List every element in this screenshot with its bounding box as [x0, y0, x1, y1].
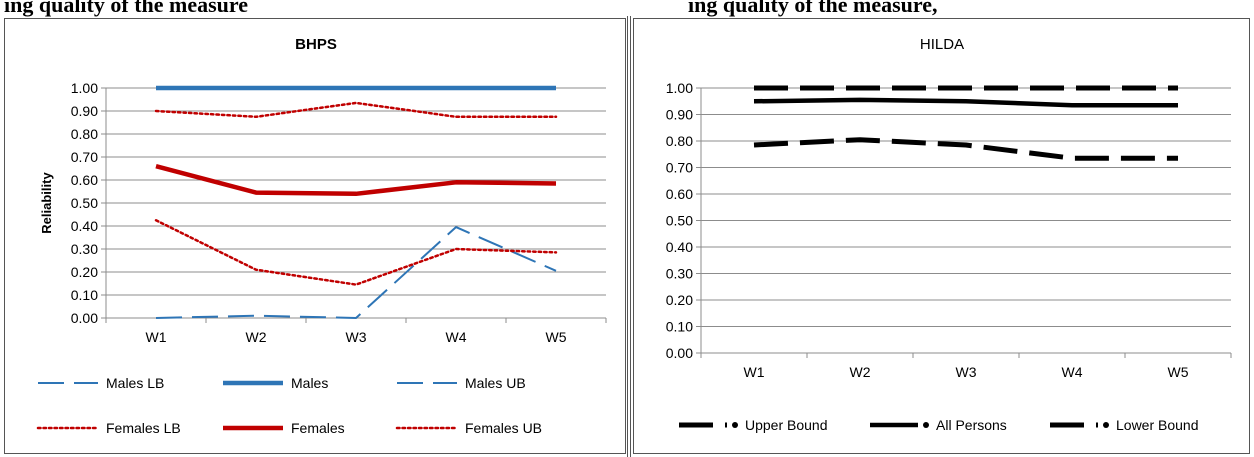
- bhps-y-tick-label: 0.10: [71, 287, 98, 303]
- bhps-series-females-ub: [154, 101, 558, 119]
- bhps-y-axis-label: Reliability: [39, 172, 54, 234]
- bhps-x-tick-label: W4: [446, 329, 467, 345]
- hilda-legend-label-upper-bound: Upper Bound: [745, 417, 828, 433]
- hilda-x-tick-label: W5: [1168, 364, 1189, 380]
- hilda-y-tick-label: 0.40: [666, 239, 693, 255]
- hilda-y-tick-label: 0.90: [666, 107, 693, 123]
- hilda-y-tick-label: 0.60: [666, 186, 693, 202]
- bhps-legend-label-males-lb: Males LB: [106, 375, 164, 391]
- bhps-legend-label-females-ub: Females UB: [465, 420, 542, 436]
- hilda-x-tick-label: W1: [744, 364, 765, 380]
- bhps-y-tick-label: 0.50: [71, 195, 98, 211]
- bhps-legend-label-males-ub: Males UB: [465, 375, 526, 391]
- hilda-legend-label-lower-bound: Lower Bound: [1116, 417, 1199, 433]
- bhps-series-females: [155, 164, 557, 197]
- bhps-chart: BHPS 0.00 0.10 0.20 0.30 0.40 0.50 0.60 0.70 0.80…: [36, 36, 607, 436]
- hilda-x-tick-label: W2: [850, 364, 871, 380]
- bhps-y-tick-label: 0.40: [71, 218, 98, 234]
- hilda-chart-panel: HILDA 0.00 0.10 0.20 0.30 0.40 0.50 0.60 0.70 0.8…: [633, 18, 1250, 454]
- hilda-legend-dot-upper-bound: [732, 422, 738, 428]
- bhps-y-tick-label: 1.00: [71, 80, 98, 96]
- bhps-y-tick-label: 0.00: [71, 310, 98, 326]
- bhps-legend-label-males: Males: [291, 375, 328, 391]
- hilda-chart-title: HILDA: [920, 36, 964, 53]
- hilda-y-tick-label: 0.20: [666, 292, 693, 308]
- panel-divider: [627, 16, 631, 457]
- hilda-y-tick-label: 0.30: [666, 266, 693, 282]
- bhps-chart-title: BHPS: [295, 36, 337, 53]
- bhps-y-tick-label: 0.20: [71, 264, 98, 280]
- hilda-y-tick-label: 0.80: [666, 133, 693, 149]
- bhps-series-females-lb: [154, 219, 558, 286]
- hilda-legend-dot-lower-bound: [1103, 422, 1109, 428]
- hilda-x-tick-label: W4: [1062, 364, 1083, 380]
- bhps-y-tick-label: 0.70: [71, 149, 98, 165]
- bhps-chart-panel: BHPS 0.00 0.10 0.20 0.30 0.40 0.50 0.60 0.70 0.80…: [4, 18, 626, 454]
- hilda-y-tick-label: 0.50: [666, 213, 693, 229]
- hilda-legend-label-all-persons: All Persons: [936, 417, 1007, 433]
- bhps-y-tick-label: 0.80: [71, 126, 98, 142]
- bhps-y-tick-label: 0.60: [71, 172, 98, 188]
- bhps-y-tick-label: 0.30: [71, 241, 98, 257]
- hilda-series-all-persons: [753, 97, 1178, 108]
- hilda-legend-dot-all-persons: [923, 422, 929, 428]
- hilda-chart: HILDA 0.00 0.10 0.20 0.30 0.40 0.50 0.60 0.70 0.8…: [666, 36, 1232, 433]
- bhps-x-tick-label: W3: [346, 329, 367, 345]
- hilda-y-tick-label: 0.70: [666, 160, 693, 176]
- hilda-y-tick-label: 1.00: [666, 80, 693, 96]
- bhps-x-tick-label: W5: [546, 329, 567, 345]
- hilda-series-lower-bound: [753, 137, 1178, 161]
- bhps-legend-label-females-lb: Females LB: [106, 420, 181, 436]
- bhps-x-tick-label: W2: [246, 329, 267, 345]
- bhps-x-tick-label: W1: [146, 329, 167, 345]
- bhps-y-tick-label: 0.90: [71, 103, 98, 119]
- hilda-x-tick-label: W3: [956, 364, 977, 380]
- hilda-y-tick-label: 0.00: [666, 345, 693, 361]
- header-right-text: ing quality of the measure,: [688, 0, 938, 17]
- hilda-y-tick-label: 0.10: [666, 319, 693, 335]
- page-header-fragment: ing quality of the measure ing quality o…: [0, 0, 1254, 18]
- header-left-text: ing quality of the measure: [4, 0, 249, 17]
- bhps-legend-label-females: Females: [291, 420, 345, 436]
- bhps-series-males-lb: [155, 226, 557, 319]
